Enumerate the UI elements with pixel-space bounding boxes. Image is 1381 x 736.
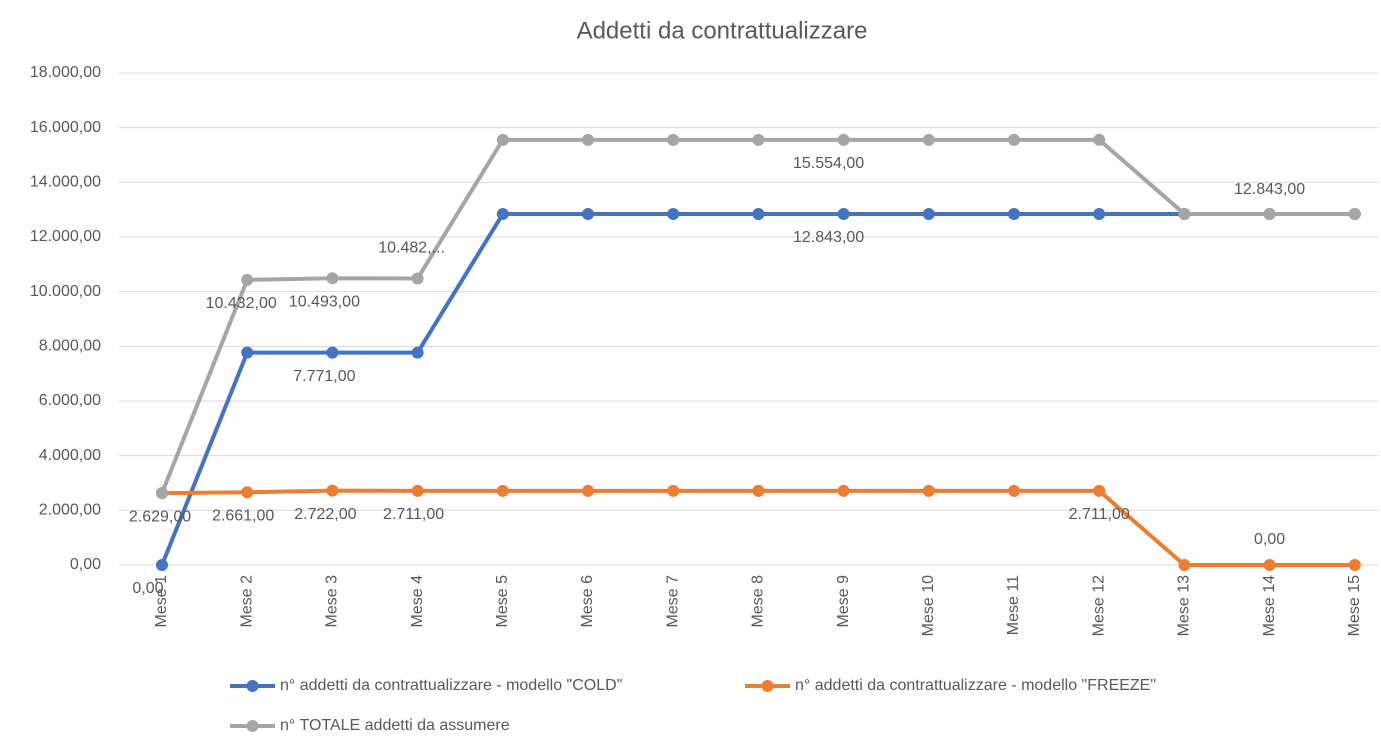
data-point [1008,484,1020,497]
x-tick-label: Mese 2 [238,575,255,628]
y-tick-label: 6.000,00 [39,392,101,409]
data-point [922,484,935,497]
data-point [326,346,339,359]
data-point [922,133,935,146]
data-point [241,346,254,359]
data-point [1093,133,1106,146]
x-tick-label: Mese 7 [664,575,681,628]
y-tick-label: 12.000,00 [30,228,101,245]
data-label: 0,00 [132,580,163,597]
data-point [667,207,680,220]
data-point [1263,207,1276,220]
data-point [496,484,509,497]
data-point [1348,207,1361,220]
y-tick-label: 8.000,00 [39,338,101,355]
x-tick-label: Mese 3 [324,575,341,628]
y-tick-label: 14.000,00 [30,174,101,191]
x-tick-label: Mese 10 [920,575,937,636]
y-tick-label: 0,00 [70,556,101,573]
x-tick-label: Mese 13 [1176,575,1193,636]
data-point [667,484,680,497]
data-point [752,484,765,497]
data-point [496,133,509,146]
x-tick-label: Mese 4 [409,575,426,628]
data-point [752,207,765,220]
x-tick-label: Mese 5 [494,575,511,628]
series-line [161,488,1355,567]
data-point [156,559,168,571]
data-point [1008,133,1020,146]
y-tick-label: 16.000,00 [30,119,101,136]
data-point [411,346,424,359]
data-point [326,484,339,497]
data-point [241,273,254,286]
data-point [752,133,765,146]
data-point [411,484,424,497]
x-tick-label: Mese 11 [1005,575,1022,635]
x-tick-label: Mese 6 [579,575,596,628]
data-point [582,207,594,220]
data-label: 2.711,00 [383,506,444,523]
data-point [496,207,509,220]
legend-label: n° addetti da contrattualizzare - modell… [280,677,622,694]
legend-label: n° addetti da contrattualizzare - modell… [795,677,1156,694]
legend-marker [246,680,259,692]
x-tick-label: Mese 9 [835,575,852,628]
data-label: 10.432,00 [206,295,277,312]
data-point [837,484,850,497]
data-point [1093,484,1106,497]
data-point [1008,207,1020,220]
x-tick-label: Mese 14 [1261,575,1278,636]
data-point [582,133,594,146]
data-point [411,272,424,285]
chart-title: Addetti da contrattualizzare [577,17,868,44]
x-tick-label: Mese 8 [750,575,767,628]
data-label: 12.843,00 [1234,181,1305,198]
data-point [667,133,680,146]
data-point [582,484,594,497]
legend-label: n° TOTALE addetti da assumere [280,717,510,734]
data-label: 12.843,00 [793,229,864,246]
y-tick-label: 18.000,00 [30,64,101,81]
legend-marker [761,680,774,692]
data-label: 2.629,00 [129,508,191,525]
data-point [156,487,168,500]
data-label: 10.482,... [378,240,445,257]
data-label: 2.661,00 [212,507,274,524]
data-point [1263,559,1276,571]
data-point [1348,559,1361,571]
data-point [922,207,935,220]
y-tick-label: 10.000,00 [30,283,101,300]
data-label: 7.771,00 [293,368,355,385]
data-label: 15.554,00 [793,155,864,172]
y-tick-label: 2.000,00 [39,502,101,519]
data-point [326,272,339,285]
data-point [1178,207,1191,220]
data-point [837,207,850,220]
data-label: 10.493,00 [289,293,360,310]
series-line [160,137,1355,494]
data-point [241,486,254,499]
x-tick-label: Mese 1 [153,575,170,628]
data-point [837,133,850,146]
x-tick-label: Mese 15 [1346,575,1363,636]
x-tick-label: Mese 12 [1090,575,1107,636]
data-point [1093,207,1106,220]
legend-marker [246,720,259,732]
data-label: 2.711,00 [1069,506,1130,523]
data-label: 0,00 [1254,531,1285,548]
y-tick-label: 4.000,00 [39,447,101,464]
data-point [1178,559,1191,571]
data-label: 2.722,00 [294,506,356,523]
